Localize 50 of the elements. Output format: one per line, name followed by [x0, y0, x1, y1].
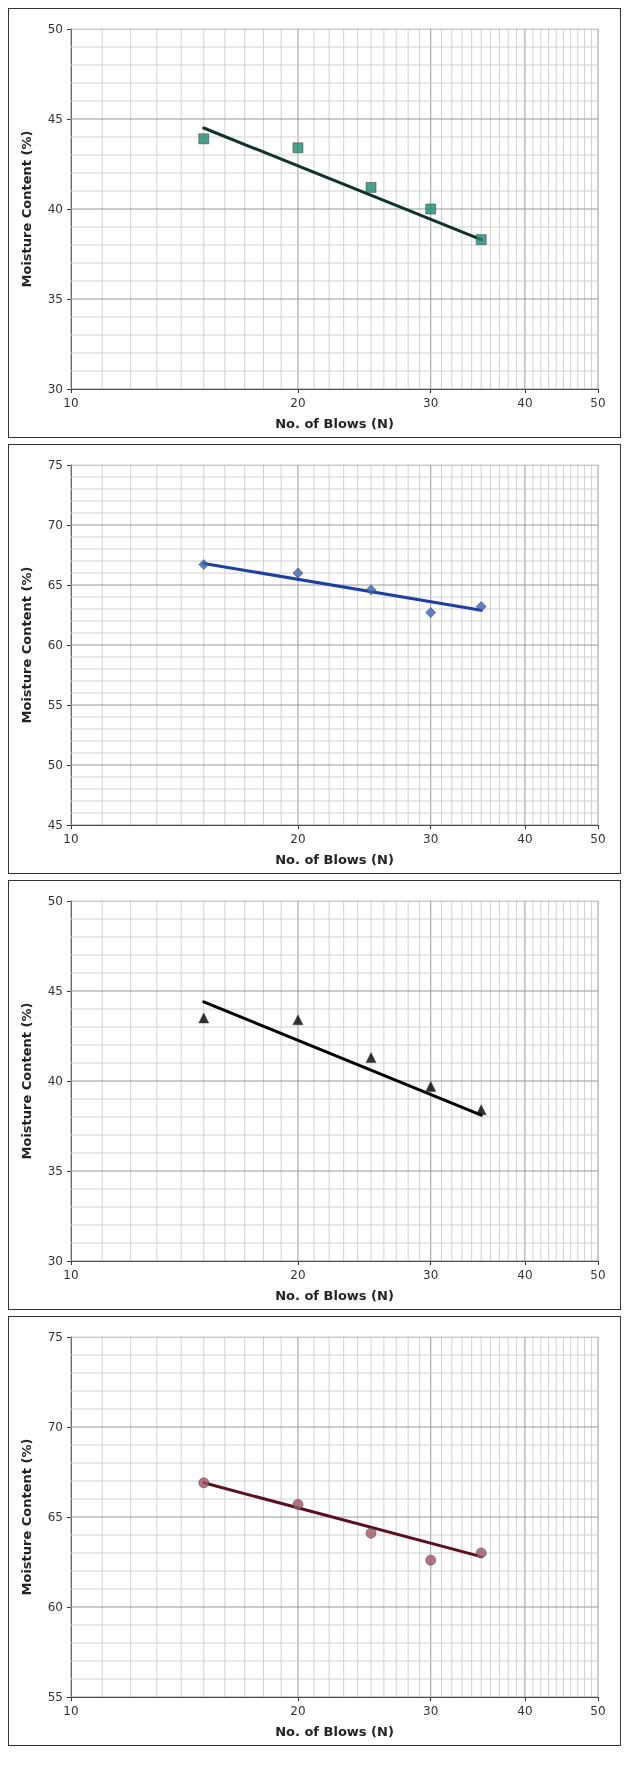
x-tick-label: 40	[517, 1704, 533, 1718]
y-tick-label: 55	[47, 1690, 63, 1704]
x-tick-label: 20	[290, 1704, 306, 1718]
y-tick-label: 50	[47, 758, 63, 772]
y-tick-label: 55	[47, 698, 63, 712]
x-tick-label: 30	[423, 832, 439, 846]
y-tick-label: 30	[47, 382, 63, 396]
x-tick-label: 20	[290, 1268, 306, 1282]
x-tick-label: 50	[590, 1704, 606, 1718]
x-tick-label: 40	[517, 1268, 533, 1282]
y-tick-label: 35	[47, 1164, 63, 1178]
x-axis-title: No. of Blows (N)	[275, 1724, 394, 1739]
y-axis-title: Moisture Content (%)	[19, 1438, 34, 1596]
y-tick-label: 60	[47, 638, 63, 652]
y-tick-label: 50	[47, 22, 63, 36]
y-tick-label: 60	[47, 1600, 63, 1614]
x-tick-label: 30	[423, 1704, 439, 1718]
x-tick-label: 10	[63, 1268, 79, 1282]
x-tick-label: 40	[517, 396, 533, 410]
x-tick-label: 10	[63, 832, 79, 846]
y-tick-label: 45	[47, 112, 63, 126]
y-tick-label: 70	[47, 518, 63, 532]
y-tick-label: 75	[47, 458, 63, 472]
y-tick-label: 30	[47, 1254, 63, 1268]
x-tick-label: 20	[290, 396, 306, 410]
y-tick-label: 40	[47, 1074, 63, 1088]
y-tick-label: 65	[47, 578, 63, 592]
y-tick-label: 40	[47, 202, 63, 216]
x-tick-label: 30	[423, 396, 439, 410]
x-tick-label: 10	[63, 1704, 79, 1718]
y-axis-title: Moisture Content (%)	[19, 130, 34, 288]
y-axis-title: Moisture Content (%)	[19, 566, 34, 724]
y-tick-label: 50	[47, 894, 63, 908]
x-axis-title: No. of Blows (N)	[275, 1288, 394, 1303]
x-tick-label: 50	[590, 832, 606, 846]
y-tick-label: 45	[47, 818, 63, 832]
y-tick-label: 70	[47, 1420, 63, 1434]
x-tick-label: 30	[423, 1268, 439, 1282]
y-tick-label: 75	[47, 1330, 63, 1344]
y-tick-label: 65	[47, 1510, 63, 1524]
y-axis-title: Moisture Content (%)	[19, 1002, 34, 1160]
x-axis-title: No. of Blows (N)	[275, 416, 394, 431]
x-tick-label: 10	[63, 396, 79, 410]
y-tick-label: 45	[47, 984, 63, 998]
x-tick-label: 20	[290, 832, 306, 846]
x-axis-title: No. of Blows (N)	[275, 852, 394, 867]
x-tick-label: 50	[590, 1268, 606, 1282]
x-tick-label: 40	[517, 832, 533, 846]
x-tick-label: 50	[590, 396, 606, 410]
y-tick-label: 35	[47, 292, 63, 306]
